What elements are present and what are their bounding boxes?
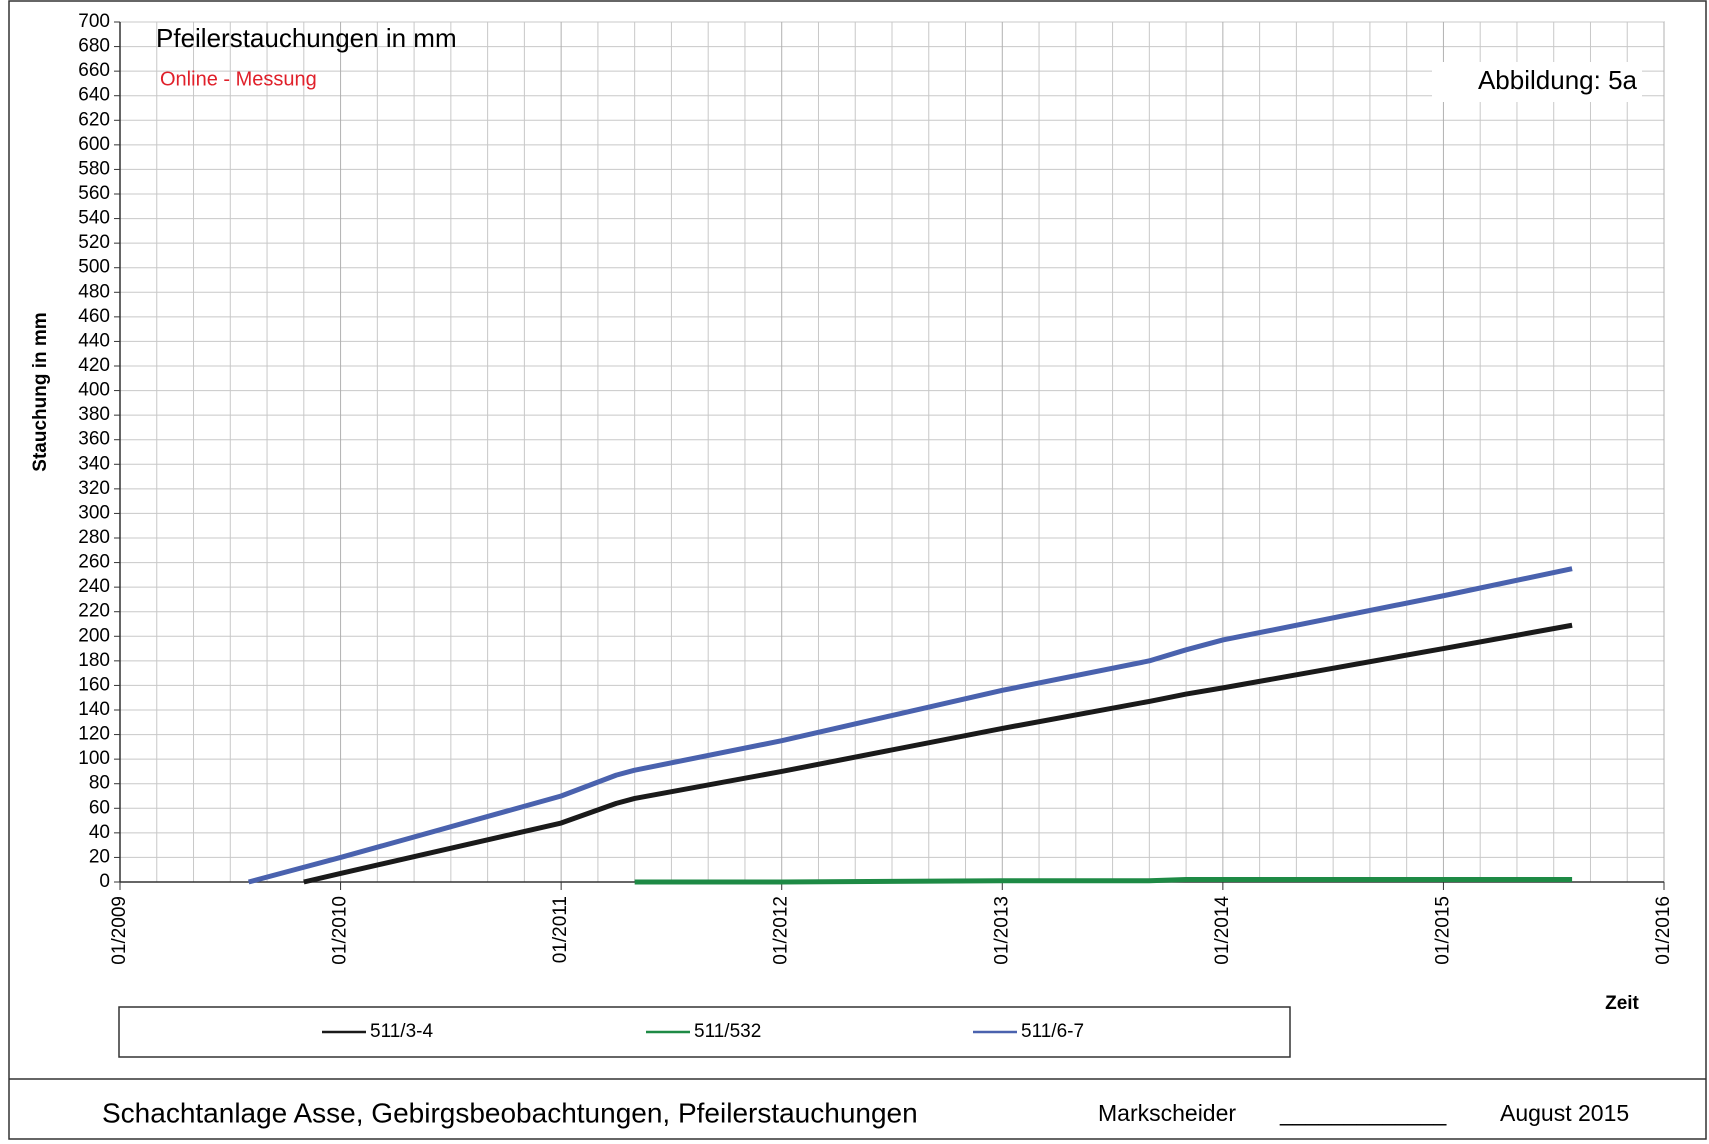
series-line [303,622,1573,885]
grid: 0 20 40 60 80 100 120 140 160 180 200 220 240 260 280 3… [78,11,1674,965]
x-tick-label: 01/2015 [1432,896,1453,965]
y-tick-label: 60 [89,797,110,818]
x-tick-label: 01/2014 [1212,896,1233,965]
y-tick-label: 560 [78,183,110,204]
legend [118,1006,1291,1058]
y-tick-label: 180 [78,650,110,671]
chart-subtitle: Online - Messung [160,68,317,90]
y-tick-label: 580 [78,158,110,179]
y-tick-label: 520 [78,232,110,253]
y-tick-label: 160 [78,674,110,695]
y-tick-label: 480 [78,281,110,302]
x-tick-label: 01/2013 [991,896,1012,965]
y-tick-label: 700 [78,11,110,32]
chart-title: Pfeilerstauchungen in mm [156,23,457,53]
y-tick-label: 140 [78,699,110,720]
series-line [634,877,1573,885]
plot [248,566,1573,885]
y-tick-label: 80 [89,773,110,794]
legend-label: 511/6-7 [1021,1021,1084,1042]
y-tick-label: 0 [99,871,110,892]
x-tick-label: 01/2011 [550,896,571,963]
footer-text: Schachtanlage Asse, Gebirgsbeobachtungen… [102,1097,918,1128]
x-tick-label: 01/2009 [109,896,130,965]
y-tick-label: 20 [89,846,110,867]
y-tick-label: 200 [78,625,110,646]
y-tick-label: 280 [78,527,110,548]
y-tick-label: 420 [78,355,110,376]
y-tick-label: 620 [78,109,110,130]
annotation: Abbildung: 5a [1478,65,1638,95]
y-tick-label: 360 [78,429,110,450]
y-tick-label: 260 [78,552,110,573]
footer-signature: _____________ [1279,1100,1447,1126]
y-tick-label: 640 [78,85,110,106]
y-tick-label: 400 [78,380,110,401]
y-tick-label: 660 [78,60,110,81]
x-tick-label: 01/2012 [771,896,792,965]
annotation-bg [1432,62,1642,102]
y-tick-label: 440 [78,330,110,351]
y-axis-label: Stauchung in mm [30,312,51,471]
y-tick-label: 460 [78,306,110,327]
legend-items: 511/3-4 511/532 511/6-7 [322,1021,1084,1042]
y-tick-label: 120 [78,724,110,745]
y-tick-label: 100 [78,748,110,769]
y-tick-label: 500 [78,257,110,278]
legend-label: 511/3-4 [370,1021,433,1042]
x-tick-label: 01/2010 [330,896,351,965]
y-tick-label: 220 [78,601,110,622]
y-tick-label: 320 [78,478,110,499]
y-tick-label: 600 [78,134,110,155]
footer-date: August 2015 [1500,1100,1629,1126]
x-axis-label: Zeit [1605,993,1639,1014]
legend-label: 511/532 [694,1021,761,1042]
y-tick-label: 680 [78,36,110,57]
y-tick-label: 240 [78,576,110,597]
series-line [248,566,1573,885]
y-tick-label: 380 [78,404,110,425]
y-tick-label: 40 [89,822,110,843]
y-tick-label: 540 [78,208,110,229]
x-tick-label: 01/2016 [1653,896,1674,965]
y-tick-label: 340 [78,453,110,474]
footer-role: Markscheider [1098,1100,1236,1126]
y-tick-label: 300 [78,502,110,523]
